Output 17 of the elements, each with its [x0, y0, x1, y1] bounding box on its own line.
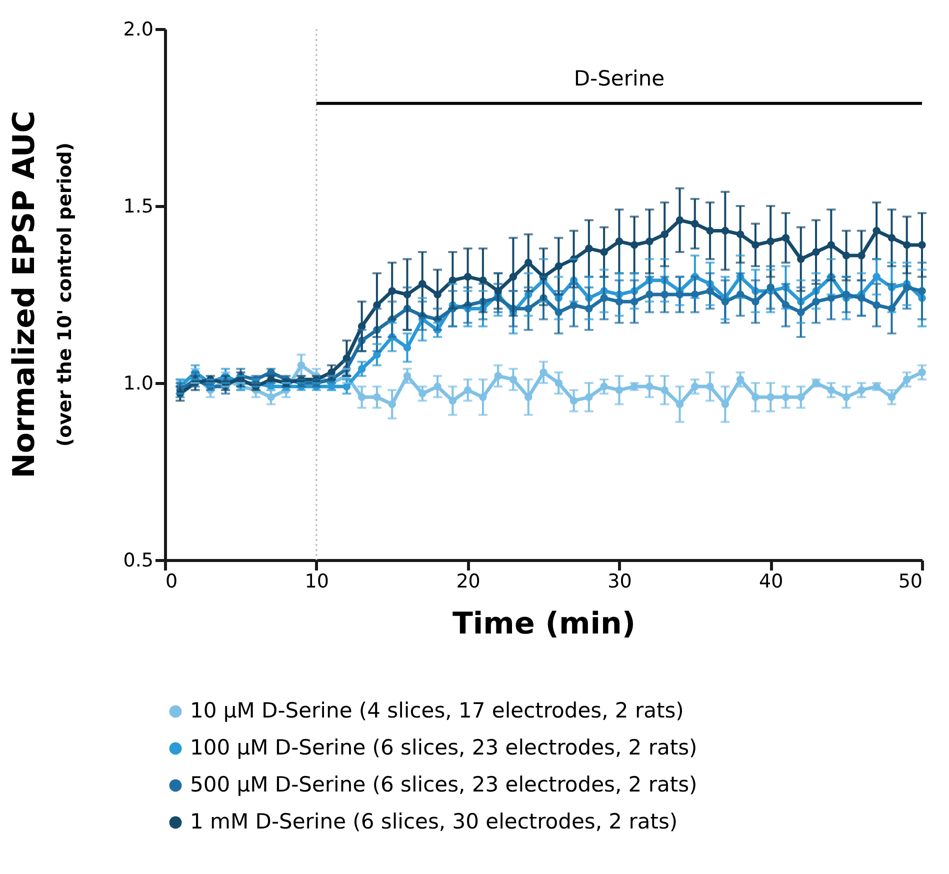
y-tick-label: 1.5 [123, 196, 154, 218]
x-tick-label: 20 [456, 570, 480, 592]
y-tick-label: 0.5 [123, 550, 154, 572]
legend-label: 10 µM D-Serine (4 slices, 17 electrodes, 2 rats) [190, 698, 684, 722]
x-tick-label: 40 [759, 570, 784, 592]
y-tick-label: 1.0 [123, 372, 154, 394]
x-tick-label: 50 [898, 570, 922, 592]
y-tick-label: 2.0 [123, 18, 154, 40]
x-tick-label: 10 [304, 570, 329, 592]
y-axis-title: Normalized EPSP AUC (over the 10' control period) [7, 110, 76, 478]
x-tick-label: 30 [608, 570, 632, 592]
legend-label: 1 mM D-Serine (6 slices, 30 electrodes, 2 rats) [190, 810, 678, 834]
legend-label: 500 µM D-Serine (6 slices, 23 electrodes, 2 rats) [190, 772, 698, 796]
series-label: D-Serine [574, 66, 665, 90]
x-tick-label: 0 [166, 570, 178, 592]
x-axis-title: Time (min) [452, 606, 636, 642]
legend-label: 100 µM D-Serine (6 slices, 23 electrodes, 2 rats) [190, 736, 698, 760]
